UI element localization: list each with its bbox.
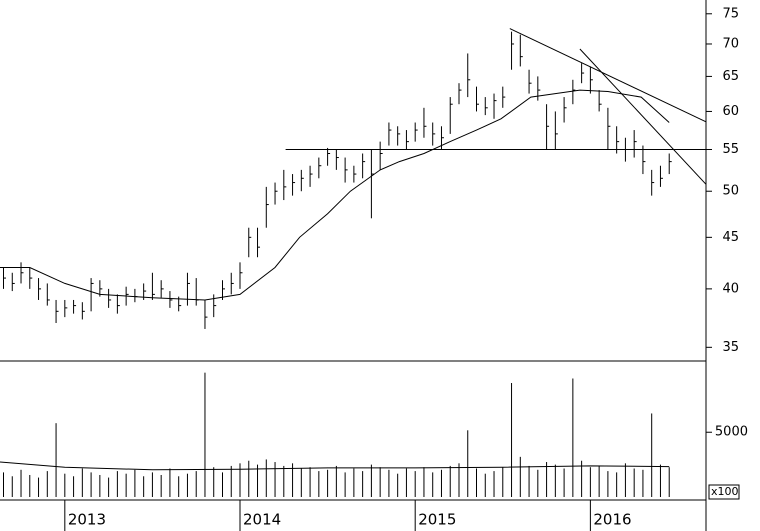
- x-tick-label: 2014: [243, 511, 281, 529]
- trend-line: [579, 48, 707, 185]
- y-tick-label: 65: [722, 69, 739, 84]
- y-tick-label: 60: [722, 104, 739, 119]
- x-tick-label: 2016: [593, 511, 631, 529]
- moving-average: [0, 89, 670, 301]
- y-tick-label: 75: [722, 6, 739, 21]
- y-tick-label: 55: [722, 142, 739, 157]
- volume-average: [0, 461, 670, 471]
- y-tick-label: 45: [722, 230, 739, 245]
- y-tick-label: 70: [722, 36, 739, 51]
- volume-unit: x100: [711, 485, 739, 498]
- volume-tick-label: 5000: [715, 425, 748, 440]
- x-tick-label: 2013: [68, 511, 106, 529]
- y-tick-label: 35: [722, 340, 739, 355]
- unit-box: [708, 484, 740, 500]
- y-tick-label: 50: [722, 184, 739, 199]
- y-tick-label: 40: [722, 281, 739, 296]
- trend-line: [509, 28, 707, 123]
- x-tick-label: 2015: [418, 511, 456, 529]
